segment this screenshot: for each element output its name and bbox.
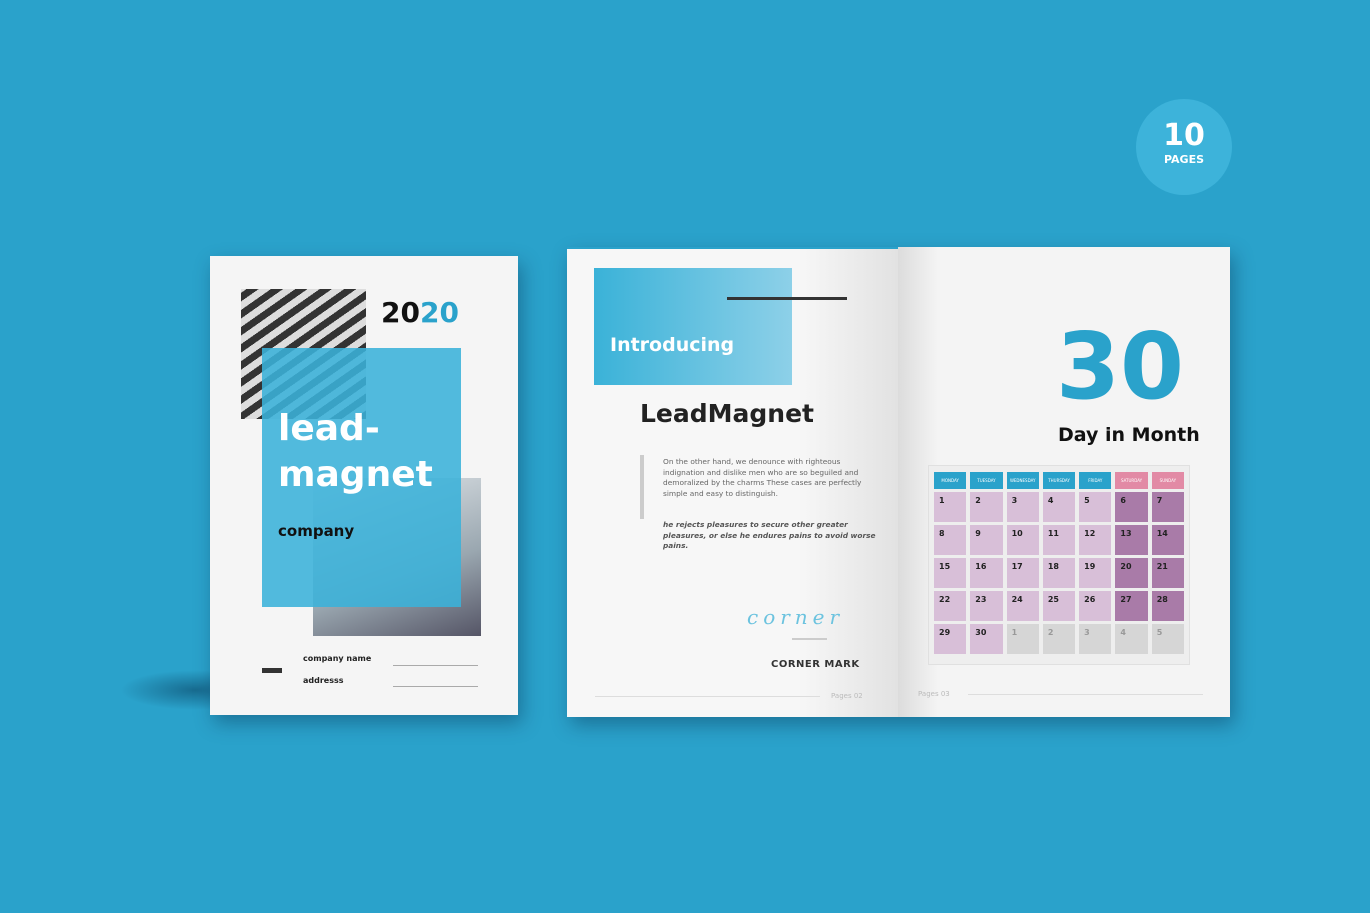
page-number: Pages 02 — [831, 692, 863, 700]
calendar-date-cell: 10 — [1006, 525, 1039, 555]
cover-subtitle: company — [278, 522, 355, 540]
pages-badge: 10 PAGES — [1136, 99, 1232, 195]
calendar-date-cell: 6 — [1115, 492, 1148, 522]
calendar-date-cell: 11 — [1042, 525, 1076, 555]
calendar-day-header: SUNDAY — [1151, 472, 1184, 489]
calendar-date-cell: 27 — [1115, 591, 1148, 621]
calendar-date-cell: 13 — [1115, 525, 1148, 555]
calendar-day-header: SATURDAY — [1115, 472, 1148, 489]
calendar-day-header: WEDNESDAY — [1006, 472, 1039, 489]
calendar-date-cell: 17 — [1006, 558, 1039, 588]
calendar-date-cell: 26 — [1079, 591, 1112, 621]
calendar-date-cell: 25 — [1042, 591, 1076, 621]
calendar-day-header: FRIDAY — [1079, 472, 1112, 489]
cover-title-line2: magnet — [278, 454, 433, 495]
cover-dash — [262, 668, 282, 673]
right-page: 30 Day in Month MONDAY TUESDAY WEDNESDAY TH… — [898, 247, 1230, 717]
calendar-date-cell: 2 — [1042, 624, 1076, 654]
cover-blue-panel — [262, 348, 461, 607]
intro-text: Introducing — [610, 334, 735, 356]
big-number: 30 — [1056, 313, 1185, 420]
address-line — [393, 686, 478, 687]
calendar-date-cell: 2 — [970, 492, 1003, 522]
calendar-date-cell: 14 — [1151, 525, 1184, 555]
year-part2: 20 — [419, 296, 459, 329]
calendar-date-cell: 15 — [934, 558, 967, 588]
calendar-date-cell: 5 — [1151, 624, 1184, 654]
calendar-day-header: THURSDAY — [1042, 472, 1076, 489]
calendar-date-cell: 9 — [970, 525, 1003, 555]
calendar-date-cell: 23 — [970, 591, 1003, 621]
footer-rule — [595, 696, 820, 697]
calendar-date-cell: 16 — [970, 558, 1003, 588]
calendar-date-cell: 5 — [1079, 492, 1112, 522]
calendar-date-cell: 21 — [1151, 558, 1184, 588]
cover-title: lead-magnet — [278, 406, 433, 498]
calendar-date-cell: 28 — [1151, 591, 1184, 621]
page-title: LeadMagnet — [640, 399, 814, 428]
signature: corner — [747, 605, 845, 629]
pages-count: 10 — [1163, 118, 1205, 153]
calendar-date-cell: 12 — [1079, 525, 1112, 555]
pages-label: PAGES — [1163, 153, 1205, 166]
signature-line — [792, 638, 827, 640]
open-brochure: Introducing LeadMagnet On the other hand… — [567, 247, 1230, 717]
calendar-date-cell: 20 — [1115, 558, 1148, 588]
calendar-day-header: MONDAY — [934, 472, 967, 489]
calendar-date-cell: 4 — [1115, 624, 1148, 654]
calendar-date-cell: 22 — [934, 591, 967, 621]
company-name-label: company name — [303, 654, 372, 663]
calendar-date-cell: 4 — [1042, 492, 1076, 522]
calendar-date-cell: 7 — [1151, 492, 1184, 522]
calendar-date-cell: 30 — [970, 624, 1003, 654]
quote-text: he rejects pleasures to secure other gre… — [663, 520, 876, 550]
cover-title-line1: lead- — [278, 408, 380, 449]
intro-banner: Introducing — [594, 268, 792, 385]
company-name-line — [393, 665, 478, 666]
cover-year: 2020 — [381, 296, 459, 329]
left-page: Introducing LeadMagnet On the other hand… — [567, 249, 898, 717]
address-label: addresss — [303, 676, 344, 685]
calendar-date-cell: 24 — [1006, 591, 1039, 621]
quote-rule — [640, 455, 644, 519]
calendar-date-cell: 1 — [934, 492, 967, 522]
brochure-cover: 2020 lead-magnet company company name ad… — [210, 256, 518, 715]
footer-rule — [968, 694, 1203, 695]
calendar-date-cell: 29 — [934, 624, 967, 654]
year-part1: 20 — [381, 296, 420, 329]
calendar-date-cell: 3 — [1079, 624, 1112, 654]
calendar-date-cell: 19 — [1079, 558, 1112, 588]
page-number: Pages 03 — [918, 690, 950, 698]
calendar-heading: Day in Month — [1058, 424, 1200, 446]
calendar-date-cell: 3 — [1006, 492, 1039, 522]
calendar-date-cell: 1 — [1006, 624, 1039, 654]
decor-bar — [727, 297, 847, 300]
calendar-date-cell: 8 — [934, 525, 967, 555]
calendar-date-cell: 18 — [1042, 558, 1076, 588]
calendar-day-header: TUESDAY — [970, 472, 1003, 489]
calendar: MONDAY TUESDAY WEDNESDAY THURSDAY FRIDAY SATU… — [928, 465, 1190, 665]
signature-name: CORNER MARK — [771, 659, 860, 670]
body-paragraph: On the other hand, we denounce with righ… — [663, 457, 862, 498]
